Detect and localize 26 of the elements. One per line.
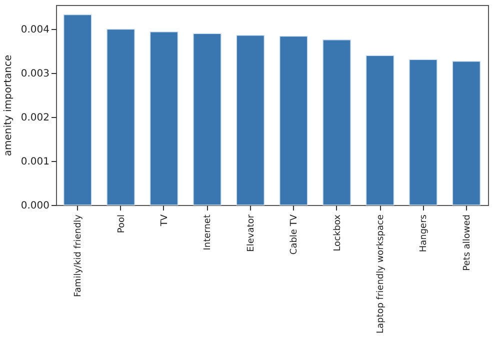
bar: [279, 36, 308, 206]
bar: [63, 14, 92, 206]
x-tick-label: Lockbox: [332, 214, 343, 252]
x-tick-label: Cable TV: [290, 214, 300, 255]
bar: [106, 28, 136, 206]
x-tick-label: Pool: [116, 214, 127, 234]
bar: [236, 34, 265, 206]
x-tick-label: Family/kid friendly: [74, 214, 84, 297]
bar: [150, 31, 178, 206]
bar: [322, 39, 352, 206]
bar: [192, 33, 222, 206]
y-tick-label: 0.002: [20, 112, 50, 124]
bar: [408, 59, 438, 206]
x-tick-label: Internet: [203, 214, 214, 250]
y-tick-label: 0.004: [20, 24, 50, 36]
x-tick-label: TV: [160, 214, 170, 228]
bar: [452, 60, 481, 206]
x-tick-label: Hangers: [419, 214, 430, 252]
x-tick-label: Laptop friendly workspace: [376, 214, 386, 334]
x-tick-label: Pets allowed: [462, 214, 472, 271]
bar: [366, 55, 394, 206]
y-axis-title: amenity importance: [2, 54, 14, 156]
y-tick-label: 0.000: [20, 200, 50, 212]
x-tick-label: Elevator: [246, 214, 256, 252]
y-tick-label: 0.001: [20, 156, 50, 168]
y-tick-label: 0.003: [20, 68, 50, 80]
